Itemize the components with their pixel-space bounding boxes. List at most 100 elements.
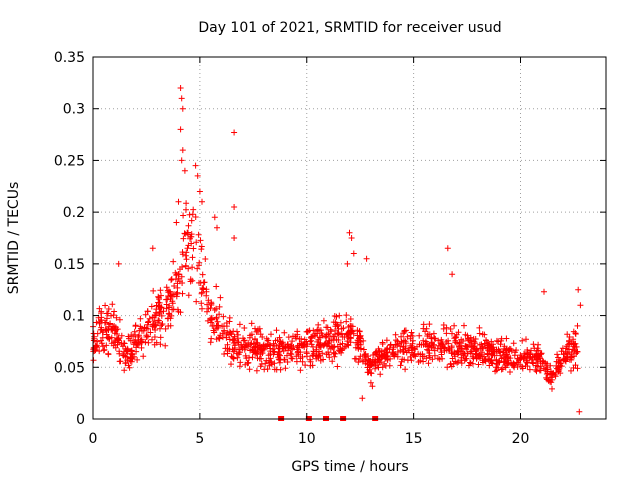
data-point [346, 229, 353, 236]
data-point [192, 162, 199, 169]
data-point [217, 294, 224, 301]
data-point [461, 322, 467, 329]
data-point [128, 348, 134, 354]
data-point [345, 324, 352, 330]
data-point [345, 334, 352, 341]
data-point [424, 343, 431, 350]
data-point [543, 364, 550, 371]
data-point [185, 242, 192, 249]
data-point [219, 334, 226, 341]
data-point [178, 157, 185, 164]
data-point [137, 315, 144, 322]
data-point [445, 340, 452, 347]
data-point [392, 331, 399, 338]
data-point [451, 322, 458, 329]
data-point [400, 330, 407, 337]
data-point [347, 328, 354, 335]
data-point [109, 301, 116, 308]
data-point [410, 352, 417, 359]
data-point [226, 331, 232, 338]
data-point [102, 302, 109, 309]
data-point [484, 345, 491, 352]
data-point [507, 369, 513, 375]
data-point [135, 340, 142, 347]
data-point [294, 349, 301, 356]
data-point [444, 245, 451, 252]
data-point [276, 356, 283, 363]
data-point [501, 343, 508, 350]
data-point [560, 351, 567, 358]
data-point [133, 344, 140, 351]
data-point [311, 330, 318, 337]
data-point [165, 293, 172, 299]
data-point [449, 330, 455, 337]
data-point [289, 346, 296, 353]
data-point [412, 346, 419, 353]
data-point [401, 327, 408, 334]
data-point [405, 347, 412, 354]
data-point [472, 336, 479, 342]
data-point [566, 334, 573, 340]
data-point [104, 315, 110, 322]
data-point [383, 353, 390, 360]
data-point [228, 361, 234, 368]
data-point [189, 264, 196, 271]
data-point [91, 335, 98, 342]
data-point [447, 326, 454, 332]
data-point [408, 329, 415, 336]
data-point [481, 331, 488, 338]
data-point [230, 336, 237, 343]
data-point [189, 277, 196, 284]
data-point [523, 336, 529, 343]
data-point [276, 348, 283, 355]
data-point [139, 339, 145, 346]
data-point [507, 346, 514, 353]
data-point [337, 345, 344, 352]
data-point [114, 341, 121, 348]
data-point [128, 355, 135, 362]
data-point [498, 335, 505, 342]
data-point [129, 350, 136, 357]
data-point [559, 345, 566, 352]
data-point [380, 350, 387, 357]
data-point [532, 352, 538, 359]
data-point [287, 350, 294, 357]
data-point [317, 357, 324, 364]
data-point [307, 362, 314, 369]
data-point [105, 350, 112, 357]
data-point [485, 351, 491, 358]
data-point [493, 346, 500, 353]
data-point [350, 250, 357, 257]
data-point [257, 331, 264, 338]
data-point [330, 349, 337, 356]
data-point [152, 322, 159, 329]
data-point [486, 355, 493, 362]
data-point [194, 172, 201, 179]
data-point [560, 356, 567, 363]
data-point [333, 321, 340, 328]
data-point [472, 340, 479, 347]
data-point [571, 353, 577, 360]
data-point [164, 287, 171, 294]
data-point [399, 346, 406, 353]
data-point [534, 360, 541, 366]
data-point [90, 330, 97, 337]
x-tick-label: 15 [405, 431, 423, 447]
y-tick-label: 0.05 [54, 360, 85, 376]
data-point [299, 358, 306, 365]
data-point [267, 351, 274, 357]
data-point [575, 286, 582, 293]
data-point [357, 333, 364, 340]
data-point [394, 349, 401, 355]
data-point [255, 326, 261, 333]
data-point [403, 340, 409, 347]
data-point [146, 315, 153, 322]
data-point [216, 303, 223, 310]
data-point [574, 322, 581, 329]
data-point [118, 340, 125, 347]
x-tick-label: 5 [195, 431, 204, 447]
data-point [449, 271, 456, 278]
data-point [425, 347, 432, 354]
data-point [157, 341, 164, 348]
data-point [437, 340, 444, 347]
